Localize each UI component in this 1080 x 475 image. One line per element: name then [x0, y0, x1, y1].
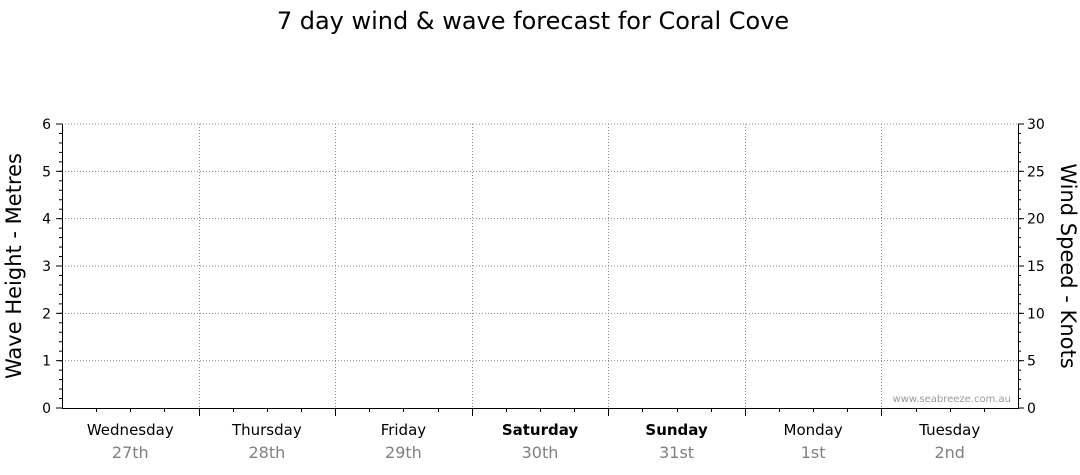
left-axis-title: Wave Height - Metres: [2, 153, 26, 379]
x-label-day: Thursday: [231, 421, 302, 439]
x-label-date: 29th: [385, 443, 422, 462]
left-tick-label: 3: [42, 259, 51, 275]
x-label-day: Saturday: [502, 421, 579, 439]
chart-title: 7 day wind & wave forecast for Coral Cov…: [277, 7, 789, 35]
grid-lines: [62, 123, 1018, 408]
x-label-day: Monday: [784, 421, 843, 439]
x-label-day: Sunday: [645, 421, 708, 439]
right-axis-title: Wind Speed - Knots: [1056, 163, 1080, 368]
right-tick-label: 5: [1027, 354, 1036, 370]
x-label-day: Tuesday: [918, 421, 980, 439]
x-label-date: 31st: [659, 443, 694, 462]
left-tick-label: 1: [42, 354, 51, 370]
left-tick-label: 6: [42, 117, 51, 133]
right-axis-ticks: 0 5 10 15 20 25 30: [1018, 117, 1045, 417]
right-tick-label: 20: [1027, 212, 1045, 228]
right-tick-label: 25: [1027, 164, 1045, 180]
x-label-date: 1st: [801, 443, 826, 462]
right-tick-label: 10: [1027, 306, 1045, 322]
left-tick-label: 4: [42, 212, 51, 228]
x-label-date: 2nd: [934, 443, 964, 462]
right-tick-label: 30: [1027, 117, 1045, 133]
x-label-day: Wednesday: [87, 421, 174, 439]
left-axis-ticks: 0 1 2 3 4 5 6: [42, 117, 62, 417]
x-label-date: 30th: [522, 443, 559, 462]
x-label-day: Friday: [381, 421, 427, 439]
left-tick-label: 0: [42, 401, 51, 417]
x-label-date: 28th: [248, 443, 285, 462]
axes: [62, 124, 1019, 416]
left-tick-label: 2: [42, 306, 51, 322]
left-tick-label: 5: [42, 164, 51, 180]
right-tick-label: 0: [1027, 401, 1036, 417]
right-tick-label: 15: [1027, 259, 1045, 275]
x-label-date: 27th: [112, 443, 149, 462]
watermark-text: www.seabreeze.com.au: [893, 394, 1011, 405]
x-axis-labels: Wednesday 27th Thursday 28th Friday 29th Satur…: [87, 421, 980, 462]
